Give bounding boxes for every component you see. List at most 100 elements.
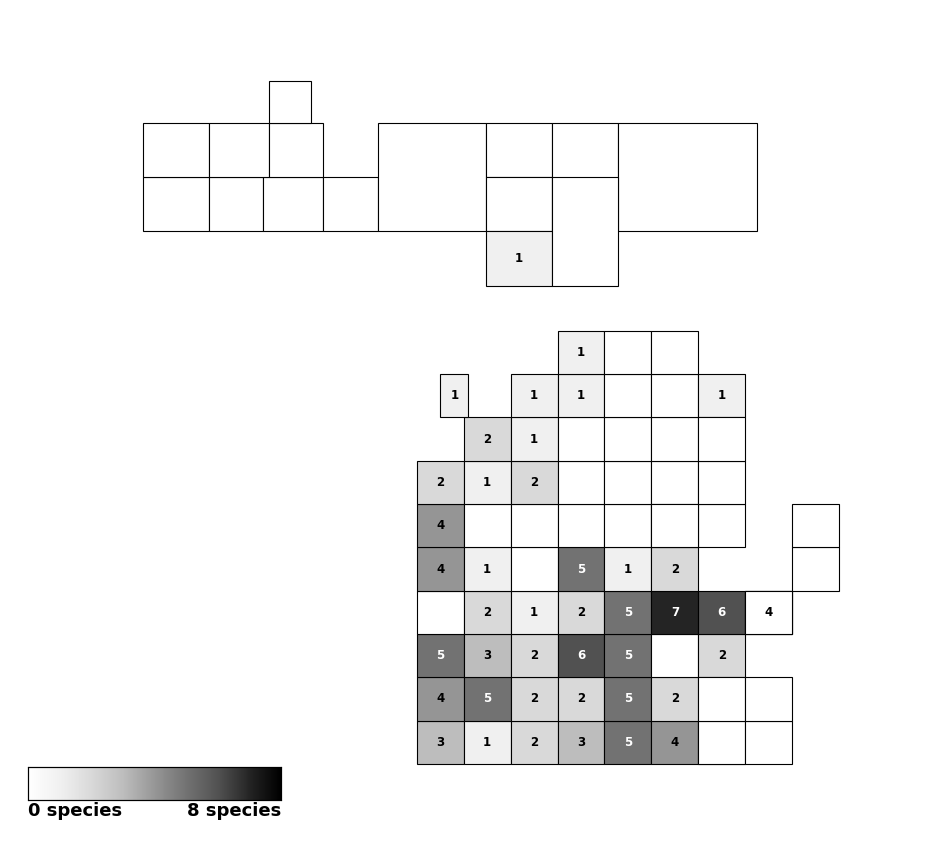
Polygon shape [463, 547, 510, 591]
Text: 1: 1 [623, 562, 631, 575]
Text: 1: 1 [483, 476, 490, 488]
Text: 1: 1 [483, 736, 490, 749]
Polygon shape [269, 81, 311, 123]
Text: 1: 1 [530, 605, 537, 619]
Polygon shape [557, 417, 604, 461]
Polygon shape [557, 504, 604, 547]
Polygon shape [651, 634, 697, 678]
Text: 2: 2 [530, 649, 537, 662]
Polygon shape [510, 417, 557, 461]
Text: 2: 2 [530, 692, 537, 705]
Polygon shape [557, 634, 604, 678]
Polygon shape [463, 678, 510, 721]
Polygon shape [697, 678, 744, 721]
Polygon shape [697, 721, 744, 764]
Polygon shape [604, 721, 651, 764]
Polygon shape [143, 177, 209, 231]
Polygon shape [651, 678, 697, 721]
Text: 7: 7 [670, 605, 679, 619]
Polygon shape [697, 461, 744, 504]
Polygon shape [791, 547, 839, 591]
Polygon shape [744, 591, 791, 634]
Text: 2: 2 [577, 692, 584, 705]
Text: 2: 2 [483, 433, 490, 445]
Polygon shape [697, 374, 744, 417]
Text: 5: 5 [435, 649, 444, 662]
Text: 1: 1 [577, 346, 584, 359]
Text: 2: 2 [530, 736, 537, 749]
Polygon shape [744, 678, 791, 721]
Text: 3: 3 [435, 736, 444, 749]
Text: 8 species: 8 species [186, 802, 281, 820]
Text: 5: 5 [623, 692, 632, 705]
Polygon shape [557, 331, 604, 374]
Polygon shape [486, 123, 551, 177]
Polygon shape [510, 634, 557, 678]
Polygon shape [604, 374, 651, 417]
Polygon shape [143, 123, 209, 177]
Polygon shape [791, 504, 839, 547]
Text: 2: 2 [577, 605, 584, 619]
Text: 1: 1 [449, 390, 458, 402]
Polygon shape [604, 634, 651, 678]
Polygon shape [651, 331, 697, 374]
Text: 0 species: 0 species [28, 802, 122, 820]
Text: 5: 5 [482, 692, 490, 705]
Polygon shape [209, 123, 269, 177]
Text: 1: 1 [530, 390, 537, 402]
Text: 5: 5 [623, 736, 632, 749]
Polygon shape [486, 177, 551, 231]
Polygon shape [557, 461, 604, 504]
Polygon shape [697, 591, 744, 634]
Polygon shape [417, 591, 463, 634]
Polygon shape [604, 678, 651, 721]
Polygon shape [697, 417, 744, 461]
Polygon shape [557, 678, 604, 721]
Text: 4: 4 [670, 736, 679, 749]
Polygon shape [463, 461, 510, 504]
Text: 1: 1 [515, 252, 522, 265]
Polygon shape [463, 591, 510, 634]
Polygon shape [744, 591, 791, 634]
Polygon shape [209, 177, 263, 231]
Polygon shape [510, 678, 557, 721]
Text: 2: 2 [670, 692, 679, 705]
Polygon shape [551, 177, 618, 286]
Polygon shape [697, 721, 744, 764]
Polygon shape [510, 591, 557, 634]
Polygon shape [744, 721, 791, 764]
Polygon shape [697, 634, 744, 678]
Text: 1: 1 [483, 562, 490, 575]
Polygon shape [551, 123, 618, 231]
Text: 6: 6 [717, 605, 725, 619]
Polygon shape [651, 591, 697, 634]
Text: 5: 5 [623, 605, 632, 619]
Polygon shape [463, 504, 510, 547]
Polygon shape [604, 504, 651, 547]
Text: 6: 6 [577, 649, 584, 662]
Polygon shape [269, 123, 323, 177]
Polygon shape [604, 547, 651, 591]
Polygon shape [604, 591, 651, 634]
Polygon shape [557, 374, 604, 417]
Polygon shape [463, 721, 510, 764]
Text: 3: 3 [483, 649, 490, 662]
Polygon shape [557, 547, 604, 591]
Polygon shape [604, 461, 651, 504]
Polygon shape [697, 504, 744, 547]
Text: 1: 1 [577, 390, 584, 402]
Text: 1: 1 [717, 390, 725, 402]
Text: 2: 2 [435, 476, 444, 488]
Polygon shape [557, 591, 604, 634]
Polygon shape [510, 461, 557, 504]
Text: 5: 5 [577, 562, 584, 575]
Text: 4: 4 [435, 519, 444, 532]
Polygon shape [651, 374, 697, 417]
Polygon shape [744, 591, 791, 634]
Text: 3: 3 [577, 736, 584, 749]
Polygon shape [651, 721, 697, 764]
Polygon shape [557, 721, 604, 764]
Text: 2: 2 [670, 562, 679, 575]
Text: 2: 2 [530, 476, 537, 488]
Polygon shape [651, 547, 697, 591]
